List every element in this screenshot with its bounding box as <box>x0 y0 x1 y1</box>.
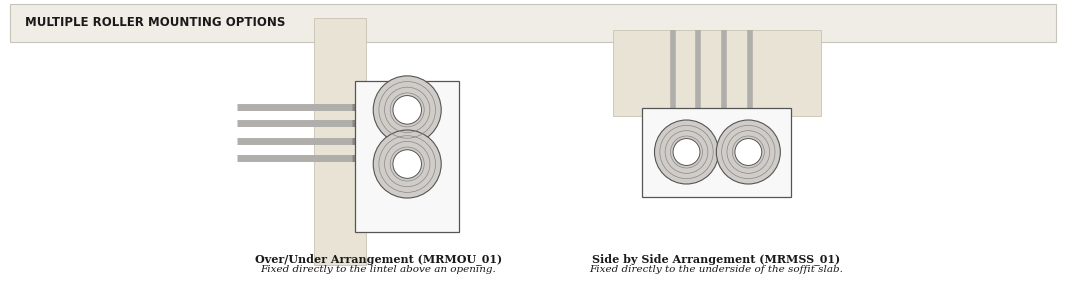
Ellipse shape <box>655 120 718 184</box>
Ellipse shape <box>393 96 421 124</box>
Ellipse shape <box>716 120 780 184</box>
Ellipse shape <box>734 138 762 166</box>
Ellipse shape <box>393 150 421 178</box>
Bar <box>613 30 821 116</box>
Bar <box>10 4 1056 42</box>
Bar <box>642 108 791 197</box>
Text: Fixed directly to the lintel above an opening.: Fixed directly to the lintel above an op… <box>260 265 497 274</box>
Ellipse shape <box>673 138 700 166</box>
Ellipse shape <box>373 76 441 144</box>
Bar <box>355 81 459 232</box>
Text: MULTIPLE ROLLER MOUNTING OPTIONS: MULTIPLE ROLLER MOUNTING OPTIONS <box>25 17 286 29</box>
Bar <box>314 18 366 265</box>
Text: Side by Side Arrangement (MRMSS_01): Side by Side Arrangement (MRMSS_01) <box>593 253 840 265</box>
Text: Over/Under Arrangement (MRMOU_01): Over/Under Arrangement (MRMOU_01) <box>255 253 502 265</box>
Text: Fixed directly to the underside of the soffit slab.: Fixed directly to the underside of the s… <box>589 265 843 274</box>
Ellipse shape <box>373 130 441 198</box>
